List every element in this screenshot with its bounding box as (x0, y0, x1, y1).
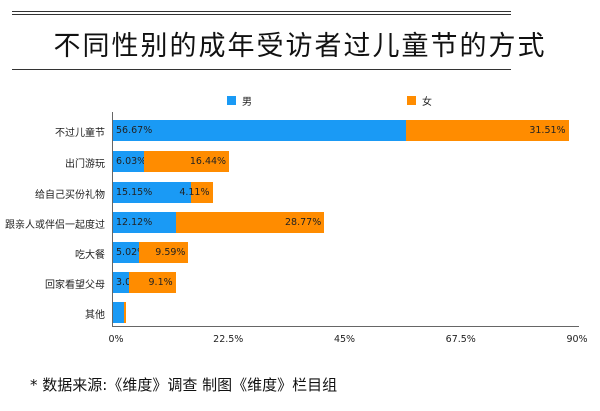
chart-title: 不同性别的成年受访者过儿童节的方式 (53, 31, 547, 62)
category-label: 其他 (85, 310, 105, 321)
data-label: 5.02% (116, 247, 147, 258)
bar-row: 5.02% 9.59% (113, 242, 189, 263)
bar-segment-male (113, 302, 124, 323)
legend-item-male: 男 (227, 93, 252, 108)
data-label: 56.67% (116, 125, 153, 136)
category-label: 回家看望父母 (45, 280, 105, 291)
top-rule-2 (12, 14, 511, 15)
bar-row: 3.03%9.1% (113, 272, 176, 293)
data-label: 12.12% (116, 217, 153, 228)
category-label: 不过儿童节 (55, 128, 105, 139)
bar-segment-female: 16.44% (144, 151, 230, 172)
title-underline (12, 69, 511, 70)
legend-swatch-male (227, 96, 236, 105)
x-tick-label: 45% (333, 334, 356, 345)
bar-row: 12.12% 28.77% (113, 212, 325, 233)
x-tick-label: 0% (108, 334, 124, 345)
legend-label-female: 女 (422, 97, 432, 108)
bar-row: 6.03% 16.44% (113, 151, 230, 172)
bar-row: 56.67% 31.51% (113, 120, 569, 141)
legend-item-female: 女 (407, 93, 432, 108)
data-label: 28.77% (285, 217, 322, 228)
data-label: 4.11% (179, 187, 210, 198)
x-tick-label: 22.5% (213, 334, 244, 345)
bar-segment-male: 5.02% (113, 242, 146, 263)
data-label: 9.1% (148, 277, 173, 288)
y-axis (112, 112, 113, 326)
data-label: 15.15% (116, 187, 153, 198)
bar-segment-female (123, 302, 126, 323)
data-label: 31.51% (529, 125, 566, 136)
data-label: 16.44% (189, 156, 227, 167)
data-label: 9.59% (155, 247, 186, 258)
bar-segment-male: 6.03% (113, 151, 147, 172)
bar-segment-female: 4.11% (179, 182, 213, 203)
legend-label-male: 男 (242, 97, 252, 108)
source-note: * 数据来源:《维度》调查 制图《维度》栏目组 (30, 376, 338, 394)
legend-swatch-female (407, 96, 416, 105)
bar-row: 15.15% 4.11% (113, 182, 213, 203)
bar-segment-male: 56.67% (113, 120, 406, 141)
bar-segment-male: 15.15% (113, 182, 192, 203)
bar-segment-female: 31.51% (405, 120, 569, 141)
data-label: 6.03% (116, 156, 147, 167)
category-label: 吃大餐 (75, 250, 105, 261)
x-tick-label: 67.5% (445, 334, 476, 345)
category-label: 给自己买份礼物 (35, 190, 105, 201)
bar-segment-female: 9.1% (128, 272, 176, 293)
data-label (113, 307, 116, 318)
bar-segment-female: 9.59% (138, 242, 189, 263)
top-rule-1 (12, 11, 511, 12)
x-tick-label: 90% (566, 334, 588, 345)
bar-row (113, 302, 126, 323)
x-axis (112, 326, 579, 327)
category-label: 出门游玩 (65, 159, 105, 170)
category-label: 跟亲人或伴侣一起度过 (5, 220, 105, 231)
bar-segment-female: 28.77% (175, 212, 325, 233)
bar-segment-male: 3.03% (113, 272, 146, 293)
bar-segment-male: 12.12% (113, 212, 176, 233)
